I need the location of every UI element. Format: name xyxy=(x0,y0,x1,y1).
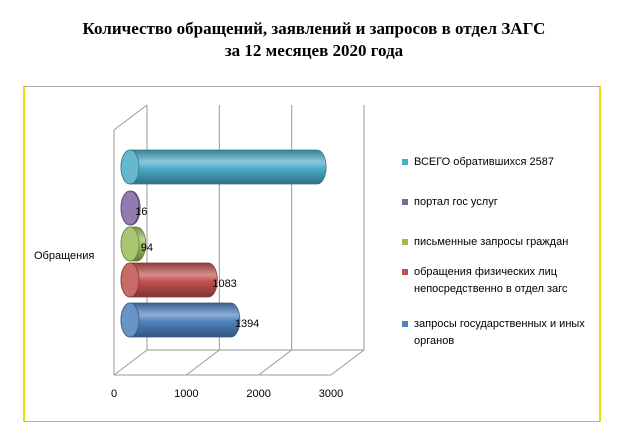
legend-label-3: обращения физических лиц непосредственно… xyxy=(414,266,568,295)
legend-item-0: ВСЕГО обратившихся 2587 xyxy=(402,154,554,171)
data-label-3: 1083 xyxy=(212,278,236,290)
bar-end-cap-2 xyxy=(120,226,140,262)
legend-label-1: портал гос услуг xyxy=(414,196,498,208)
chart-title: Количество обращений, заявлений и запрос… xyxy=(0,18,628,62)
bar-end-cap-3 xyxy=(120,262,140,298)
grid-floor-line-0 xyxy=(113,349,148,376)
legend-item-2: письменные запросы граждан xyxy=(402,234,568,251)
chart-frame xyxy=(23,86,601,422)
x-tick-label-1: 1000 xyxy=(174,388,198,400)
legend-item-3: обращения физических лиц непосредственно… xyxy=(402,264,602,298)
data-label-4: 1394 xyxy=(235,318,259,330)
x-tick-label-2: 2000 xyxy=(246,388,270,400)
legend-item-1: портал гос услуг xyxy=(402,194,498,211)
legend-swatch-4 xyxy=(402,321,408,327)
legend-label-2: письменные запросы граждан xyxy=(414,236,569,248)
chart-title-line-2: за 12 месяцев 2020 года xyxy=(224,41,404,60)
bar-0 xyxy=(120,149,327,185)
legend-label-4: запросы государственных и иных органов xyxy=(414,318,585,347)
bar-end-cap-1 xyxy=(120,190,140,226)
legend-label-0: ВСЕГО обратившихся 2587 xyxy=(414,156,554,168)
bar-end-cap-0 xyxy=(120,149,140,185)
legend-swatch-2 xyxy=(402,239,408,245)
bar-end-cap-4 xyxy=(120,302,140,338)
legend-swatch-1 xyxy=(402,199,408,205)
legend-swatch-3 xyxy=(402,269,408,275)
x-tick-label-3: 3000 xyxy=(319,388,343,400)
x-tick-label-0: 0 xyxy=(111,388,117,400)
chart-title-line-1: Количество обращений, заявлений и запрос… xyxy=(82,19,546,38)
legend-item-4: запросы государственных и иных органов xyxy=(402,316,602,350)
wall-top-edge xyxy=(113,104,148,131)
data-label-2: 94 xyxy=(141,242,153,254)
grid-floor-line-1 xyxy=(186,349,220,376)
grid-floor-line-3 xyxy=(330,349,365,376)
data-label-1: 16 xyxy=(135,206,147,218)
legend-swatch-0 xyxy=(402,159,408,165)
grid-floor-line-2 xyxy=(258,349,292,376)
category-label: Обращения xyxy=(34,250,94,262)
